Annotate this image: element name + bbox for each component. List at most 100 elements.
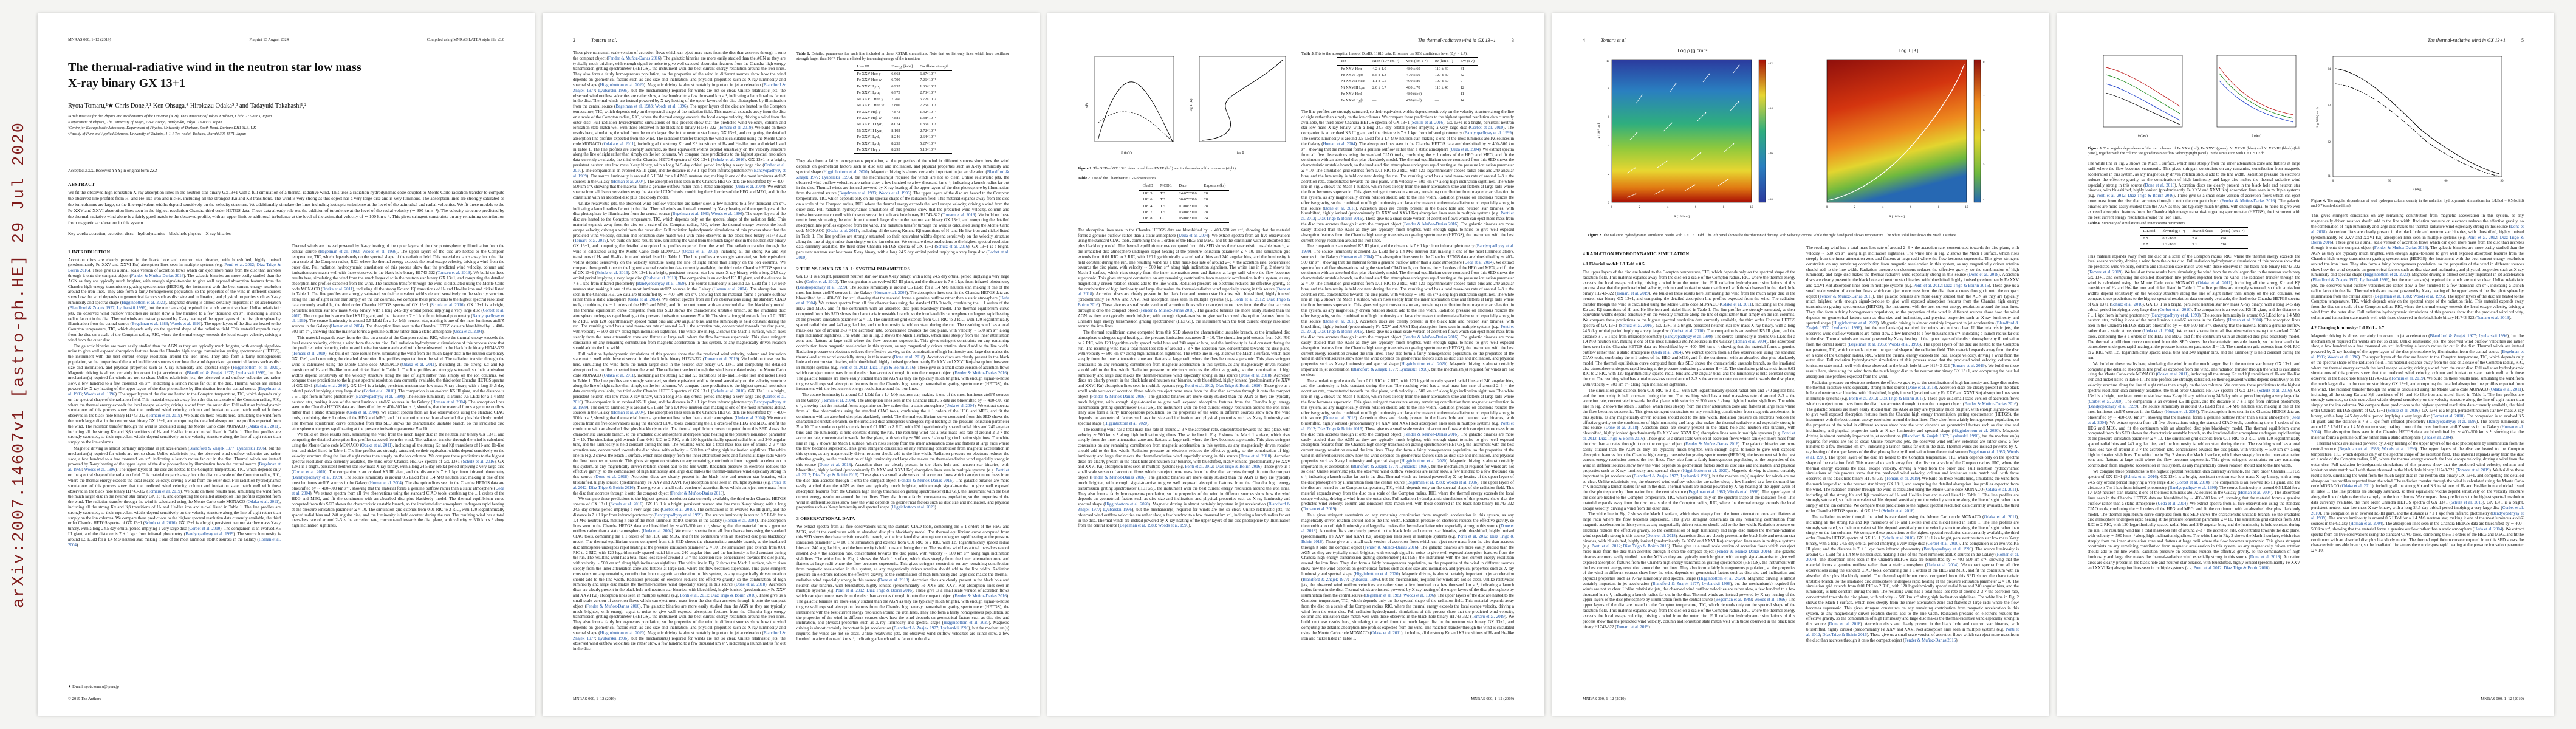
citation: Bandyopadhyay et al. 1999 — [2089, 404, 2137, 409]
table-cell: 6.72×10⁻² — [920, 97, 936, 101]
page-3-left-column: E (keV) νFν log Ξ log T (K) Figure 1. Th… — [1078, 50, 1290, 671]
citation: Done et al. 2018 — [595, 474, 628, 480]
table-cell: 7.25×10⁻¹ — [920, 103, 936, 108]
citation: Díaz Trigo & Boirin 2016 — [869, 365, 914, 371]
abstract-text: We fit the observed high ionization X-ra… — [68, 189, 504, 225]
svg-text:8: 8 — [1938, 206, 1940, 209]
citation: Higginbottom et al. 2020 — [823, 169, 868, 175]
citation: Begelman et al. 1983 — [320, 248, 360, 254]
citation: Fender & Muñoz-Darias 2016 — [2374, 245, 2427, 251]
abstract-heading: ABSTRACT — [68, 181, 95, 187]
table-4-label: Table 4. — [2088, 221, 2101, 226]
citation: Fender & Muñoz-Darias 2016 — [131, 273, 184, 278]
citation: Schulz et al. 2016 — [1412, 120, 1444, 125]
citation: Bandyopadhyay et al. 1999 — [2428, 419, 2477, 424]
table-header-cell: vout (km s⁻¹) — [1402, 57, 1431, 66]
figure-4-caption: Figure 4. The angular dependence of tota… — [2311, 199, 2524, 209]
figure-3: θ (deg) θ (deg) Figure 3. The angular de… — [2088, 50, 2300, 156]
citation: Bandyopadhyay et al. 1999 — [637, 281, 685, 286]
table-cell: 2.72×10⁻¹ — [920, 128, 936, 133]
citation: Fender & Muñoz-Darias 2016 — [1091, 394, 1145, 399]
table-row: Ni XXVII Heα 1.1 ± 0.5 490 ± 80 100 ± 50 9 — [1337, 78, 1478, 84]
citation: Díaz Trigo & Boirin 2016 — [2311, 234, 2524, 245]
citation: Ueda et al. 2004 — [796, 295, 1009, 306]
journal-ref: MNRAS 000, 1–12 (2019) — [1471, 697, 1514, 701]
table-header-cell: L/LEdd — [2139, 227, 2159, 236]
page-1: MNRAS 000, 1–12 (2019) Preprint 13 Augus… — [38, 13, 535, 716]
table-cell: 7.766 — [891, 97, 900, 101]
citation: Schulz et al. 2016 — [431, 302, 464, 307]
table-cell: 480 (tied) — [1406, 92, 1422, 97]
citation: Lyubarskii 1996 — [236, 370, 264, 375]
citation: Odaka et al. 2011 — [1371, 630, 1402, 635]
citation: Corbet et al. 2010 — [1671, 328, 1704, 334]
citation: Lyubarskii 1996 — [1950, 433, 1979, 439]
citation: Ueda et al. 2004 — [348, 410, 377, 416]
citation: Lyubarskii 1996 — [1103, 507, 1132, 512]
table-cell: 6.668 — [891, 71, 900, 76]
citation: Bandyopadhyay et al. 1999 — [2311, 510, 2524, 521]
citation: Schulz et al. 2016 — [936, 244, 968, 250]
citation: Ueda et al. 2004 — [643, 529, 672, 534]
subsection-heading-fiducial: 4.1 Fiducial model: L/LEdd = 0.5 — [1583, 261, 1645, 267]
table-cell: 0.7 — [2139, 242, 2159, 249]
citation: Tomaru et al. 2019 — [2391, 376, 2424, 382]
table-1-block: Table 1. Detailed parameters for each li… — [796, 52, 1009, 154]
table-row: Fe XXV Heγ y 8.295 5.13×10⁻² — [853, 146, 953, 154]
table-cell: 1.1 ± 0.5 — [1372, 79, 1386, 84]
table-cell: Fe XXV Heβ — [1341, 92, 1362, 97]
citation: Woods et al. 1996 — [1888, 341, 1920, 347]
table-cell: 510 — [2216, 242, 2249, 249]
table-row: 11818 CC 05/08/2010 24 — [1139, 216, 1230, 223]
citation: Fender & Muñoz-Darias 2016 — [1685, 441, 1738, 447]
table-cell: 7.881 — [891, 115, 900, 120]
table-cell: 7.26×10⁻¹ — [920, 78, 936, 83]
citation: Bandyopadhyay et al. 1999 — [292, 313, 504, 324]
table-cell: TE — [1160, 204, 1165, 208]
body-paragraph: The source luminosity is around 0.5 LEdd… — [796, 392, 1009, 510]
svg-text:4: 4 — [1608, 145, 1610, 148]
citation: Done et al. 2018 — [1324, 416, 1356, 421]
citation: Begelman et al. 1983 — [615, 104, 653, 109]
affiliation: ⁴Faculty of Pure and Applied Sciences, U… — [68, 132, 246, 137]
fig1-xlabel-left: E (keV) — [1121, 151, 1132, 155]
table-header-row: ObsID MODE Date Exposure (ks) — [1139, 182, 1230, 191]
x-axis-ticks: 0 2 4 6 8 10 — [1611, 206, 1753, 209]
table-row: Fe XXV Heα 4.2 ± 1.0 480 ± 60 110 ± 40 31 — [1337, 66, 1478, 72]
table-row: Fe XXV Heα y 6.668 6.87×10⁻² — [854, 70, 953, 77]
citation: Homan et al. 2004 — [713, 286, 747, 292]
table-header-row: Line ID Energy [keV] Oscillator strength — [853, 62, 953, 71]
page-number: 4 — [1583, 38, 1585, 43]
footnote-text: ★ E-mail: ryota.tomaru@ipmu.jp — [68, 685, 119, 689]
citation: Lyubarskii 1996 — [1831, 326, 1860, 331]
table-header-cell: Energy [keV] — [888, 62, 917, 71]
svg-text:10: 10 — [1750, 206, 1754, 209]
fig4-xtick: 30 — [2388, 180, 2392, 183]
table-cell: 4.2 ± 1.0 — [1372, 66, 1386, 71]
table-row: 11816 TE 30/07/2010 28 — [1139, 197, 1230, 203]
citation: Ponti et al. 2012 — [2467, 234, 2498, 240]
figure-2-caption-text: The radiation hydrodynamic simulation re… — [1603, 233, 1958, 238]
citation: Odaka et al. 2011 — [2197, 280, 2231, 286]
table-cell: — — [1431, 97, 1457, 105]
citation: Schulz et al. 2016 — [2125, 474, 2157, 479]
citation: Higginbottom et al. 2020 — [2365, 272, 2408, 278]
citation: Tomaru et al. 2019 — [1616, 291, 1649, 296]
citation: Blandford & Znajek 1977 — [1633, 473, 1679, 479]
figure-4: 24 23 22 21 0 30 60 90 θ (deg) log NH (c… — [2311, 50, 2524, 208]
citation: Tomaru et al. 2019 — [574, 238, 607, 244]
citation: Díaz Trigo & Boirin 2016 — [1598, 436, 1643, 442]
citation: Fender & Muñoz-Darias 2016 — [1404, 222, 1457, 227]
citation: Homan et al. 2004 — [1806, 552, 2019, 563]
citation: Done et al. 2018 — [2311, 224, 2524, 234]
citation: Tomaru et al. 2019 — [1886, 476, 1919, 482]
citation: Fender & Muñoz-Darias 2016 — [1091, 475, 1145, 481]
table-cell: 470 ± 50 — [1406, 73, 1420, 78]
citation: Done et al. 2018 — [1240, 453, 1270, 459]
citation: Done et al. 2018 — [894, 354, 923, 360]
table-cell: Ni XXVIII Lyα₁ — [857, 128, 883, 133]
page-2-footer: MNRAS 000, 1–12 (2019) — [573, 697, 1009, 701]
citation: Ueda et al. 2004 — [1653, 350, 1682, 355]
citation: Lyubarskii 1996 — [598, 635, 627, 641]
citation: Corbet et al. 2010 — [2311, 505, 2524, 516]
